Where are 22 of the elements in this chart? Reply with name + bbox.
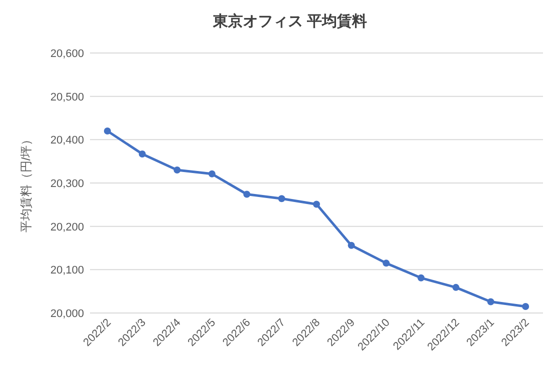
point bbox=[382, 260, 390, 267]
y-tick-label: 20,300 bbox=[50, 178, 84, 190]
point bbox=[138, 150, 146, 158]
point bbox=[487, 298, 494, 306]
point bbox=[104, 128, 111, 134]
point bbox=[452, 284, 460, 291]
point bbox=[348, 242, 355, 249]
y-tick-label: 20,000 bbox=[50, 308, 84, 320]
point bbox=[208, 170, 216, 178]
point bbox=[243, 190, 250, 198]
y-tick-label: 20,500 bbox=[50, 91, 84, 104]
point bbox=[278, 195, 286, 202]
point bbox=[522, 303, 530, 310]
point bbox=[313, 200, 320, 208]
y-axis-title: 平均賃料（円/坪） bbox=[19, 133, 33, 233]
point bbox=[418, 274, 425, 282]
y-tick-label: 20,600 bbox=[50, 48, 84, 60]
point bbox=[174, 166, 181, 174]
y-tick-label: 20,100 bbox=[50, 264, 84, 277]
y-tick-label: 20,200 bbox=[50, 221, 84, 234]
y-tick-label: 20,400 bbox=[50, 134, 84, 147]
chart-title: 東京オフィス 平均賃料 bbox=[212, 12, 368, 30]
